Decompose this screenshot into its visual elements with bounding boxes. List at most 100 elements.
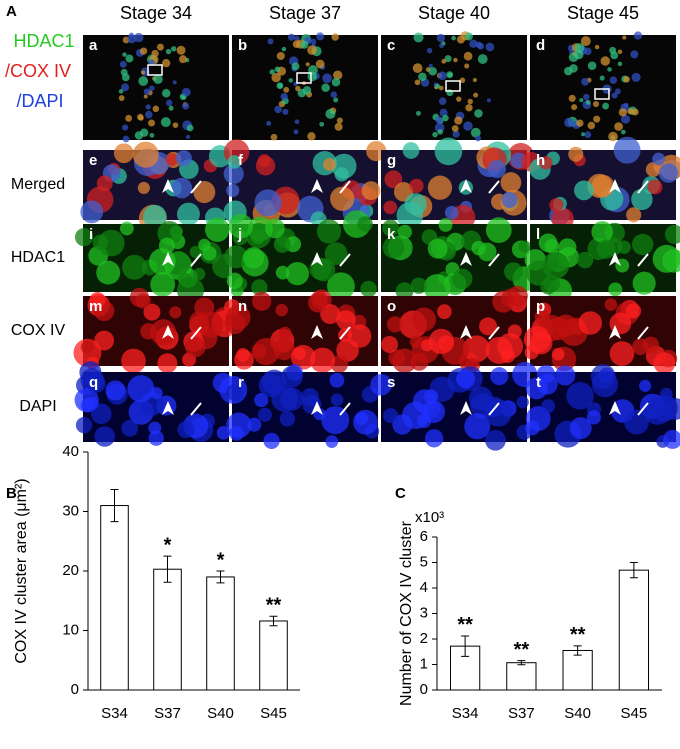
cell xyxy=(323,158,336,171)
cell xyxy=(380,336,399,354)
y-tick-label: 30 xyxy=(62,502,79,519)
cell xyxy=(149,85,155,91)
cell xyxy=(223,163,244,184)
cell xyxy=(121,348,146,374)
cell xyxy=(555,365,576,386)
cell xyxy=(185,134,191,139)
y-axis-label: Number of COX IV cluster xyxy=(398,520,415,706)
cell xyxy=(236,348,250,362)
bar xyxy=(506,662,537,691)
cell xyxy=(438,218,453,232)
cell xyxy=(464,32,473,41)
cell xyxy=(487,159,506,179)
arrowhead xyxy=(609,325,621,339)
cell xyxy=(153,74,163,84)
cell xyxy=(226,412,252,438)
cell xyxy=(90,403,112,425)
arrow xyxy=(339,253,351,267)
cell xyxy=(397,224,412,240)
cell xyxy=(327,272,355,301)
cell xyxy=(121,419,139,437)
cell xyxy=(602,102,610,110)
y-tick-label: 40 xyxy=(62,443,79,460)
x-tick-label: S40 xyxy=(207,705,234,722)
cell xyxy=(276,51,285,61)
cell xyxy=(94,426,115,447)
cell xyxy=(274,105,282,114)
cell xyxy=(294,119,300,125)
cell xyxy=(516,395,529,409)
cell xyxy=(301,388,319,406)
cell xyxy=(324,242,348,266)
row-label: COX IV xyxy=(11,322,66,339)
cell xyxy=(413,32,424,43)
cell xyxy=(428,328,454,355)
cell xyxy=(293,129,299,135)
cell xyxy=(150,271,176,297)
image-letter: i xyxy=(89,226,93,243)
stage-label: Stage 40 xyxy=(418,3,490,23)
arrow xyxy=(190,180,202,194)
arrowhead xyxy=(162,325,174,339)
cell xyxy=(551,347,565,361)
cell xyxy=(412,63,423,74)
cell xyxy=(446,71,454,79)
cell xyxy=(330,91,338,98)
cell xyxy=(142,204,167,229)
cell xyxy=(456,96,462,102)
cell xyxy=(401,401,430,430)
x-tick-label: S37 xyxy=(508,705,535,722)
cell xyxy=(319,121,325,127)
cell xyxy=(125,54,134,63)
cell xyxy=(148,430,164,446)
arrow xyxy=(190,326,202,340)
image-letter: l xyxy=(536,226,540,243)
cell xyxy=(176,45,186,55)
cell xyxy=(414,79,421,86)
cell xyxy=(627,107,634,115)
error-bar xyxy=(163,555,172,583)
cell xyxy=(360,280,377,298)
cell xyxy=(584,131,592,139)
cell xyxy=(74,228,94,247)
cell xyxy=(574,180,594,201)
cell xyxy=(581,77,589,86)
cell xyxy=(382,236,405,259)
cell xyxy=(94,330,115,351)
arrowhead xyxy=(460,179,472,193)
cell xyxy=(113,143,134,164)
cell xyxy=(568,94,576,102)
significance: ** xyxy=(514,639,530,661)
cell xyxy=(119,221,134,236)
cell xyxy=(357,216,373,232)
cell xyxy=(642,336,660,354)
cell xyxy=(581,132,586,137)
cell xyxy=(469,39,478,48)
cell xyxy=(485,429,506,451)
row-label: DAPI xyxy=(19,398,56,415)
cell xyxy=(441,58,447,64)
cell xyxy=(631,233,654,256)
image-letter: m xyxy=(89,298,102,315)
cell xyxy=(165,48,172,55)
cell xyxy=(392,348,417,374)
cell xyxy=(80,200,104,224)
cell xyxy=(485,217,512,243)
cell xyxy=(507,324,522,339)
cell xyxy=(609,76,618,84)
cell xyxy=(171,177,193,199)
cell xyxy=(643,397,672,425)
cell xyxy=(542,251,570,279)
cell xyxy=(294,35,300,42)
cell xyxy=(273,338,295,361)
cell xyxy=(132,141,159,168)
image-letter: o xyxy=(387,298,396,315)
cell xyxy=(330,393,344,406)
cell xyxy=(336,117,343,124)
arrow xyxy=(339,326,351,340)
cell xyxy=(382,219,400,237)
image-letter: q xyxy=(89,374,98,391)
cell xyxy=(329,372,345,388)
cell xyxy=(156,43,164,51)
